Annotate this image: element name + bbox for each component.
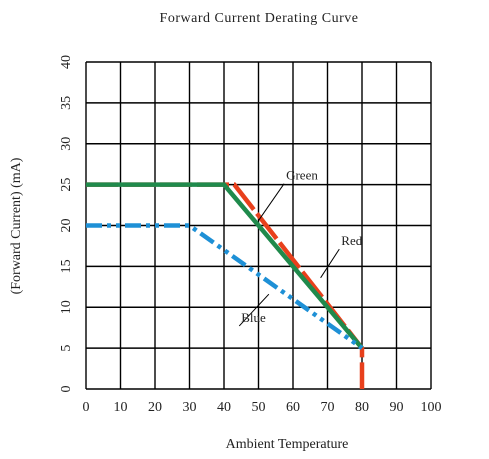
x-tick-label: 20 bbox=[148, 400, 162, 415]
x-tick-label: 100 bbox=[421, 400, 442, 415]
annotation-leader-blue bbox=[238, 293, 270, 327]
annotation-leader-green bbox=[258, 183, 285, 221]
y-tick-label: 10 bbox=[59, 300, 74, 314]
y-tick-label: 30 bbox=[59, 137, 74, 151]
y-axis-label: (Forward Current) (mA) bbox=[9, 157, 24, 294]
x-tick-label: 70 bbox=[321, 400, 335, 415]
x-tick-label: 90 bbox=[390, 400, 404, 415]
annotations: Green Red Blue bbox=[238, 168, 363, 327]
x-axis-label: Ambient Temperature bbox=[226, 437, 349, 452]
annotation-label-red: Red bbox=[341, 233, 362, 248]
series-line-green bbox=[86, 182, 364, 350]
grid bbox=[85, 61, 432, 390]
chart-title: Forward Current Derating Curve bbox=[160, 11, 359, 26]
y-tick-label: 35 bbox=[59, 96, 74, 110]
x-tick-label: 80 bbox=[355, 400, 369, 415]
annotation-label-green: Green bbox=[286, 168, 318, 183]
y-tick-label: 0 bbox=[59, 386, 74, 393]
y-tick-label: 15 bbox=[59, 259, 74, 273]
y-tick-label: 5 bbox=[59, 345, 74, 352]
y-tick-label: 25 bbox=[59, 178, 74, 192]
x-tick-label: 40 bbox=[217, 400, 231, 415]
x-tick-label: 60 bbox=[286, 400, 300, 415]
annotation-label-blue: Blue bbox=[241, 310, 266, 325]
x-tick-label: 0 bbox=[83, 400, 90, 415]
tick-labels: 0 10 20 30 40 50 60 70 80 90 100 0 5 10 15 20 25 30 35 40 bbox=[59, 55, 442, 415]
y-tick-label: 20 bbox=[59, 219, 74, 233]
annotation-leader-red bbox=[320, 248, 340, 279]
series-line-blue bbox=[86, 223, 364, 350]
x-tick-label: 50 bbox=[252, 400, 266, 415]
x-tick-label: 30 bbox=[183, 400, 197, 415]
x-tick-label: 10 bbox=[114, 400, 128, 415]
y-tick-label: 40 bbox=[59, 55, 74, 69]
series-lines bbox=[86, 182, 365, 389]
